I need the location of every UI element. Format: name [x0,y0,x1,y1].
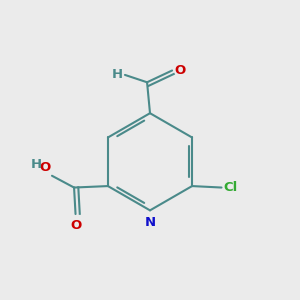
Text: O: O [39,161,50,174]
Text: N: N [144,216,156,229]
Text: H: H [112,68,123,81]
Text: Cl: Cl [224,181,238,194]
Text: O: O [174,64,186,77]
Text: O: O [70,219,81,232]
Text: H: H [31,158,42,171]
